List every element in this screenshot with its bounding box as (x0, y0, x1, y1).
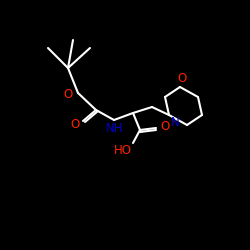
Text: O: O (64, 88, 72, 101)
Text: NH: NH (106, 122, 124, 136)
Text: O: O (178, 72, 186, 85)
Text: HO: HO (114, 144, 132, 158)
Text: O: O (70, 118, 80, 132)
Text: O: O (160, 120, 170, 132)
Text: N: N (170, 116, 179, 130)
